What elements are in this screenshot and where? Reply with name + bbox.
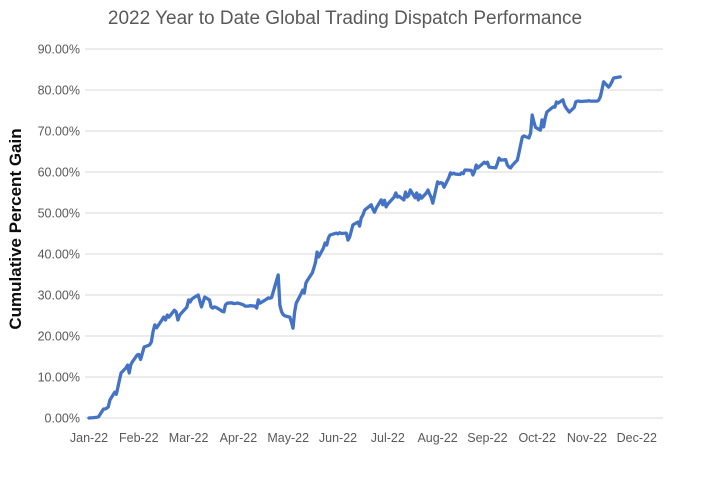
y-tick-label: 70.00% xyxy=(38,125,80,139)
x-tick-label: Feb-22 xyxy=(119,431,159,445)
x-tick-label: Nov-22 xyxy=(567,431,607,445)
y-tick-label: 20.00% xyxy=(38,330,80,344)
y-tick-label: 0.00% xyxy=(45,412,80,426)
x-axis-tick-labels: Jan-22 Feb-22 Mar-22 Apr-22 May-22 Jun-22 Jul-… xyxy=(70,431,657,445)
y-tick-label: 10.00% xyxy=(38,371,80,385)
y-tick-label: 60.00% xyxy=(38,166,80,180)
y-axis-tick-labels: 0.00% 10.00% 20.00% 30.00% 40.00% 50.00% 60.00… xyxy=(38,43,80,426)
x-tick-label: Jul-22 xyxy=(371,431,405,445)
x-tick-label: May-22 xyxy=(267,431,309,445)
y-tick-label: 90.00% xyxy=(38,43,80,57)
y-tick-label: 80.00% xyxy=(38,84,80,98)
y-tick-label: 40.00% xyxy=(38,248,80,262)
x-tick-label: Jun-22 xyxy=(319,431,357,445)
x-tick-label: Dec-22 xyxy=(617,431,657,445)
data-line xyxy=(87,75,622,420)
x-tick-label: Apr-22 xyxy=(220,431,258,445)
y-tick-label: 30.00% xyxy=(38,289,80,303)
y-axis-title: Cumulative Percent Gain xyxy=(6,128,25,330)
y-tick-label: 50.00% xyxy=(38,207,80,221)
x-tick-label: Mar-22 xyxy=(169,431,209,445)
x-tick-label: Sep-22 xyxy=(467,431,507,445)
x-tick-label: Jan-22 xyxy=(70,431,108,445)
x-tick-label: Oct-22 xyxy=(518,431,556,445)
chart-title: 2022 Year to Date Global Trading Dispatc… xyxy=(107,8,583,29)
x-tick-label: Aug-22 xyxy=(417,431,457,445)
